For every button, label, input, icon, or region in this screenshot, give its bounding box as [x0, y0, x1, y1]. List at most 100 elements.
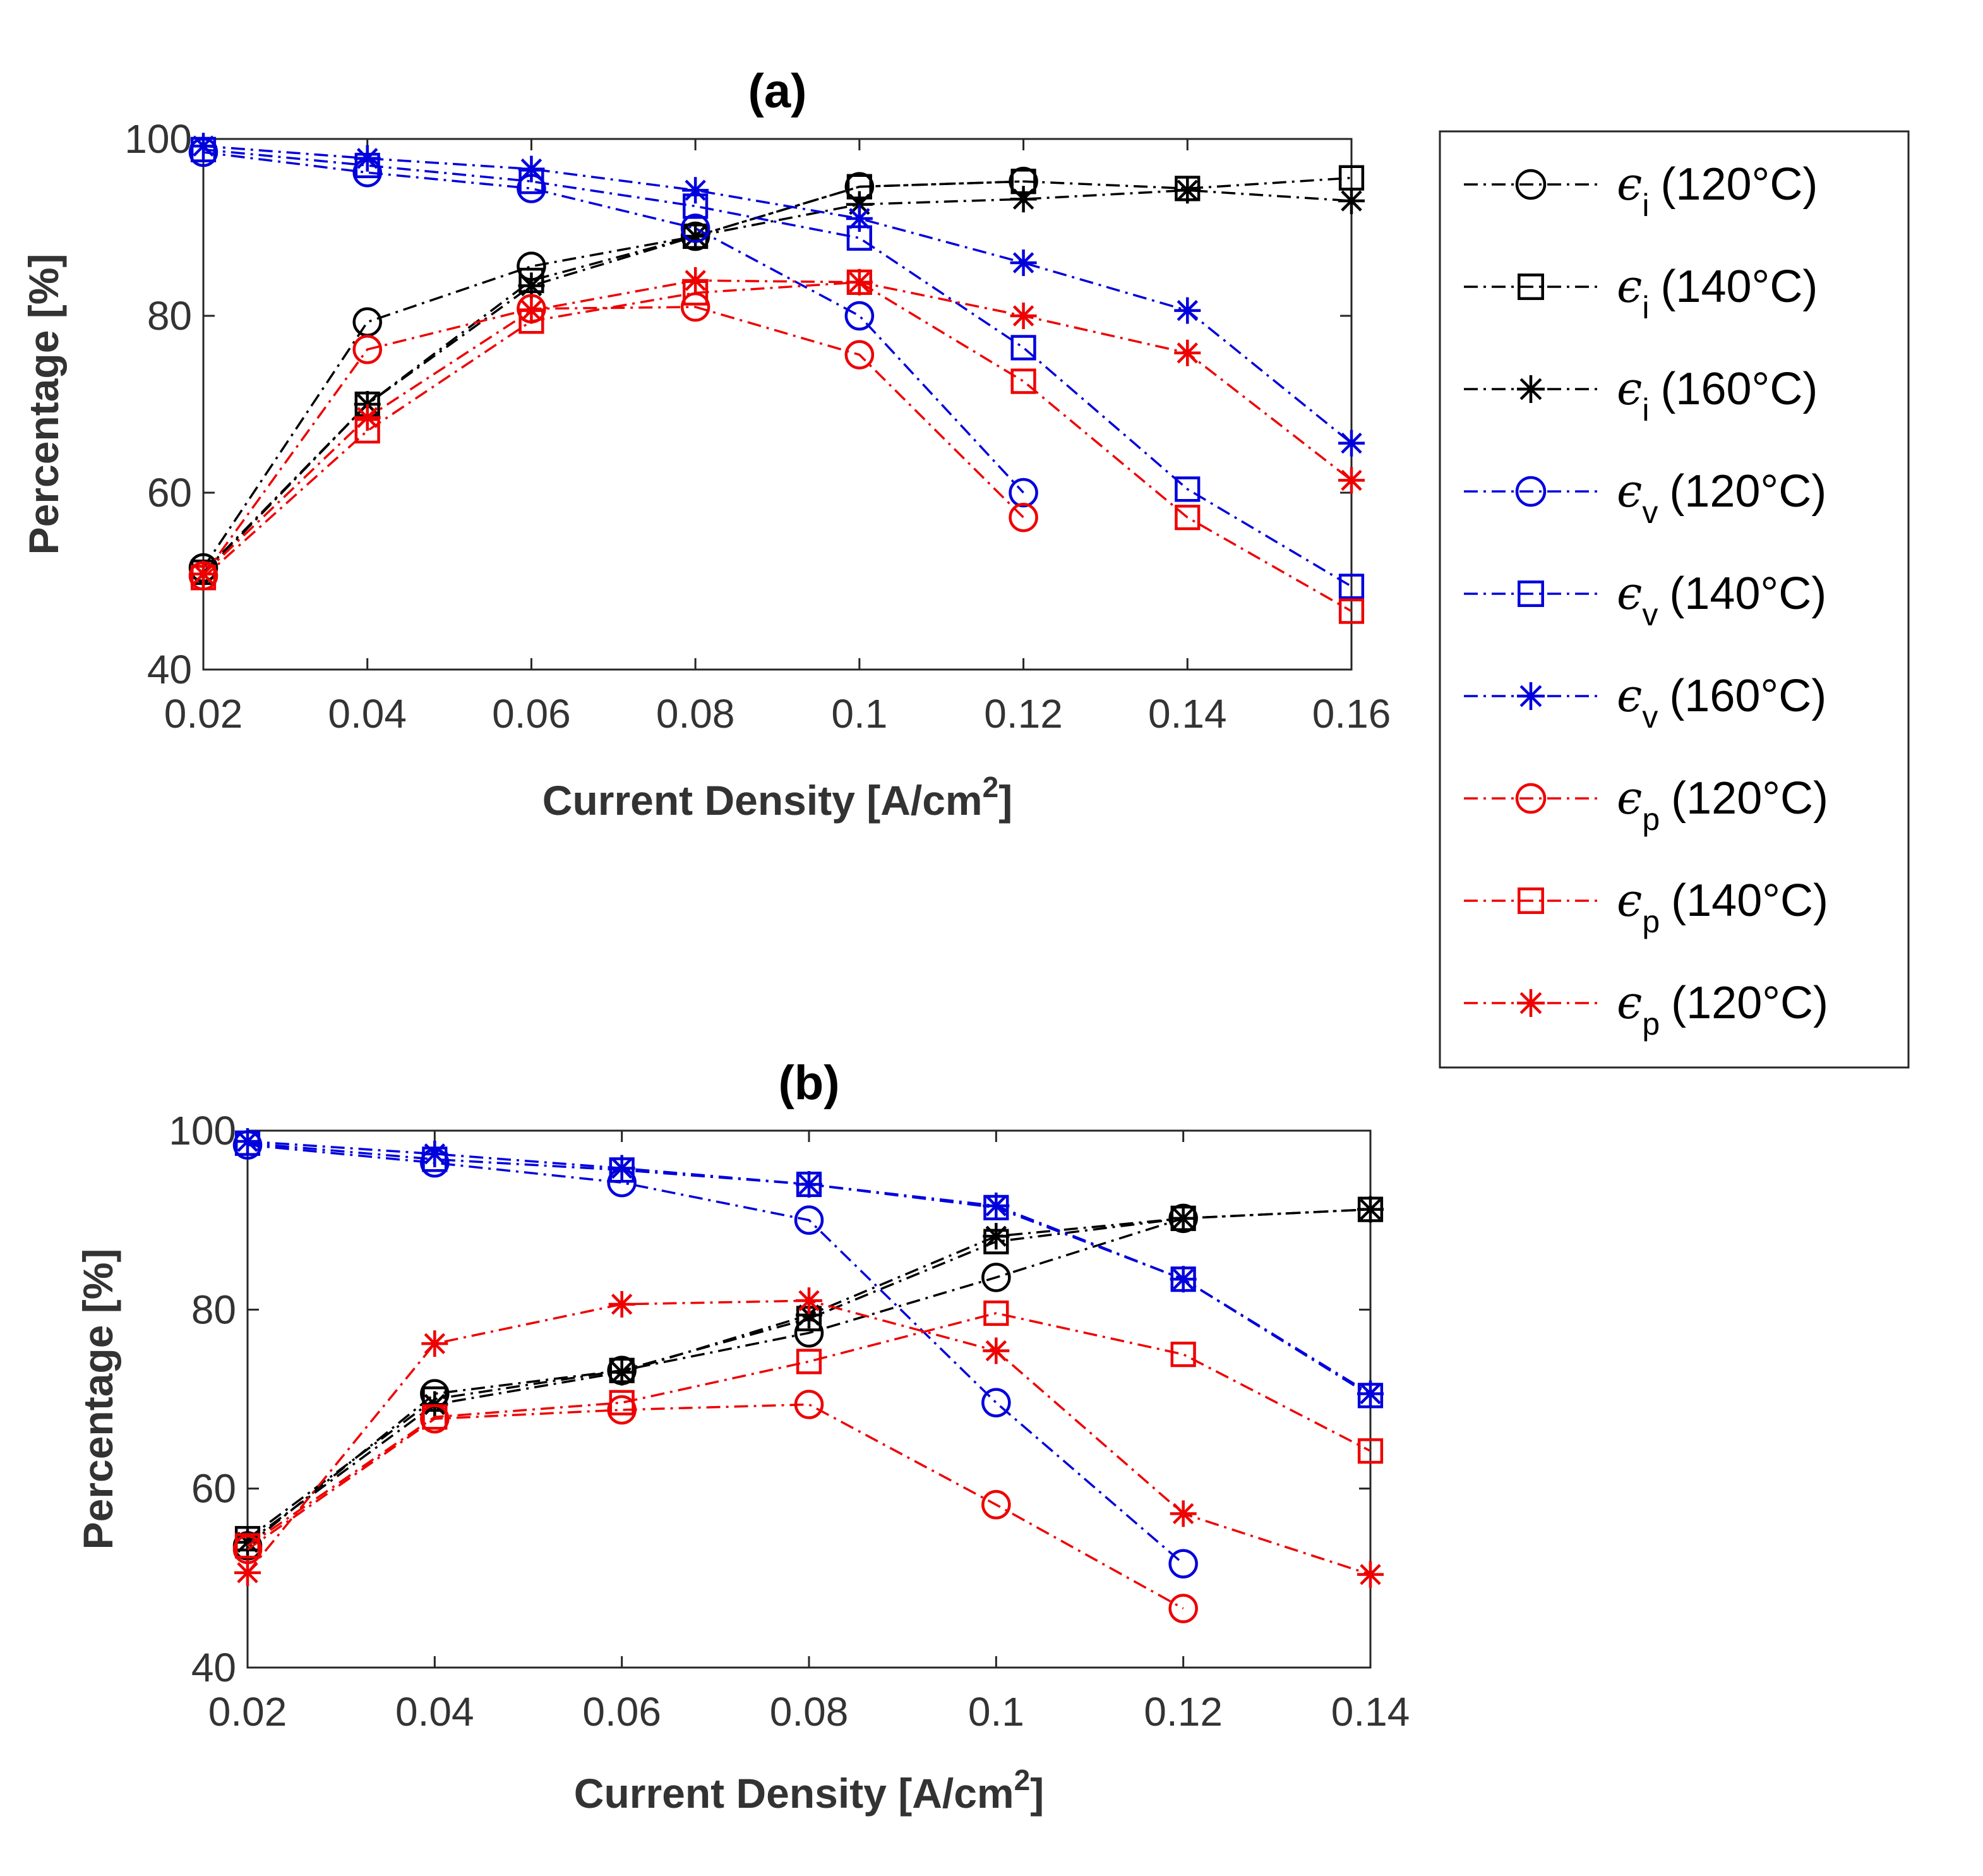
x-axis-label: Current Density [A/cm2]: [574, 1764, 1044, 1817]
data-point-ep160: [518, 297, 545, 324]
legend-subscript: v: [1642, 699, 1658, 735]
y-axis-label: Percentage [%]: [75, 1249, 121, 1550]
data-point-ei160: [983, 1223, 1010, 1250]
legend-label: ϵp (120°C): [1617, 976, 1828, 1042]
data-point-ev160: [234, 1128, 261, 1155]
x-axis-label-close: ]: [998, 777, 1012, 824]
legend-text: (160°C): [1660, 364, 1818, 414]
data-point-ep120: [981, 1489, 1011, 1520]
x-tick-label: 0.1: [968, 1689, 1024, 1735]
y-tick-label: 40: [191, 1645, 236, 1690]
legend-text: (140°C): [1671, 875, 1828, 926]
data-point-ei160: [846, 191, 873, 218]
legend-subscript: i: [1642, 392, 1649, 428]
legend-subscript: i: [1642, 290, 1649, 325]
legend-entry: ϵi (140°C): [1464, 260, 1818, 325]
legend-label: ϵp (120°C): [1617, 771, 1828, 837]
series-ep160: [234, 1287, 1384, 1588]
series-line-ep120: [246, 1403, 1184, 1610]
data-point-ev140: [1175, 476, 1201, 502]
data-point-ei160: [1174, 177, 1201, 204]
legend-subscript: p: [1642, 1006, 1660, 1042]
series-line-ep160: [202, 279, 1353, 575]
data-point-ev120: [1009, 478, 1038, 508]
legend-symbol: ϵ: [1617, 260, 1642, 313]
legend-marker: [1518, 580, 1544, 607]
data-point-ev160: [1010, 250, 1037, 276]
y-axis-label: Percentage [%]: [20, 254, 67, 555]
series-line-ev120: [203, 151, 1024, 494]
legend-marker: [1517, 989, 1545, 1017]
data-point-ev160: [421, 1140, 448, 1167]
legend-entry: ϵv (140°C): [1464, 567, 1826, 632]
legend-marker: [1515, 476, 1547, 507]
legend-entry: ϵp (120°C): [1464, 771, 1828, 837]
legend-text: (160°C): [1669, 671, 1826, 721]
data-point-ei160: [608, 1359, 635, 1386]
series-line-ep140: [202, 281, 1352, 613]
data-point-ep160: [1174, 339, 1201, 366]
y-tick-label: 80: [147, 293, 192, 339]
y-tick-label: 60: [147, 470, 192, 515]
series-line-ei160: [202, 189, 1352, 575]
data-point-ep120: [844, 340, 875, 370]
data-point-ev140: [1338, 574, 1365, 599]
data-point-ei160: [682, 223, 709, 250]
x-tick-label: 0.14: [1148, 691, 1227, 737]
x-tick-label: 0.08: [770, 1689, 849, 1735]
legend-symbol: ϵ: [1617, 157, 1642, 210]
data-point-ev160: [1357, 1380, 1384, 1407]
data-point-ep160: [421, 1330, 448, 1357]
legend-subscript: v: [1642, 495, 1658, 530]
data-point-ev120: [981, 1388, 1011, 1417]
y-tick-label: 80: [191, 1287, 236, 1332]
data-point-ei160: [1357, 1196, 1384, 1223]
x-axis-label-text: Current Density [A/cm: [542, 777, 983, 824]
data-point-ep140: [796, 1349, 822, 1374]
legend-text: (140°C): [1669, 568, 1826, 619]
data-point-ei160: [234, 1529, 261, 1556]
data-point-ev160: [354, 145, 381, 172]
data-point-ev160: [1170, 1266, 1197, 1293]
x-axis-label-text: Current Density [A/cm: [574, 1770, 1014, 1817]
data-point-ep140: [1175, 505, 1201, 531]
x-tick-label: 0.04: [395, 1689, 474, 1735]
series-line-ev120: [247, 1143, 1184, 1565]
data-point-ep160: [1170, 1500, 1197, 1527]
series-line-ei120: [246, 1217, 1184, 1547]
legend-label: ϵi (120°C): [1617, 157, 1818, 223]
legend-marker: [1518, 887, 1544, 914]
legend-text: (120°C): [1669, 466, 1826, 517]
data-point-ep120: [352, 334, 382, 364]
legend-entry: ϵv (120°C): [1464, 464, 1826, 530]
data-point-ep160: [682, 267, 709, 294]
data-point-ei160: [1170, 1205, 1197, 1232]
legend-label: ϵv (160°C): [1617, 669, 1826, 735]
legend-label: ϵv (140°C): [1617, 567, 1826, 632]
data-point-ev160: [1338, 430, 1365, 457]
legend: ϵi (120°C)ϵi (140°C)ϵi (160°C)ϵv (120°C)ϵv (1…: [1439, 130, 1910, 1069]
legend-symbol: ϵ: [1617, 669, 1642, 722]
legend-entry: ϵi (120°C): [1464, 157, 1818, 223]
data-point-ev160: [518, 155, 545, 183]
x-tick-label: 0.06: [492, 691, 571, 737]
x-tick-label: 0.08: [656, 691, 735, 737]
data-point-ep160: [608, 1290, 635, 1318]
legend-label: ϵi (160°C): [1617, 362, 1818, 428]
data-point-ep160: [846, 268, 873, 296]
panel-a: 0.02 0.04 0.06 0.08 0.1 0.12 0.14 0.16 40 60 80 100…: [20, 64, 1391, 824]
series-line-ep140: [247, 1312, 1371, 1547]
chart-title: (b): [778, 1056, 839, 1110]
data-point-ev160: [190, 133, 217, 160]
legend-marker: [1517, 682, 1545, 710]
data-point-ei160: [796, 1301, 822, 1328]
x-tick-label: 0.12: [984, 691, 1063, 737]
data-point-ev160: [983, 1193, 1010, 1219]
series-line-ei140: [202, 176, 1352, 574]
legend-marker: [1518, 274, 1544, 300]
data-point-ev120: [794, 1205, 824, 1235]
y-tick-label: 60: [191, 1466, 236, 1512]
series-line-ev140: [203, 148, 1352, 587]
plot-area: [246, 1129, 1372, 1669]
data-point-ep120: [1168, 1594, 1198, 1623]
